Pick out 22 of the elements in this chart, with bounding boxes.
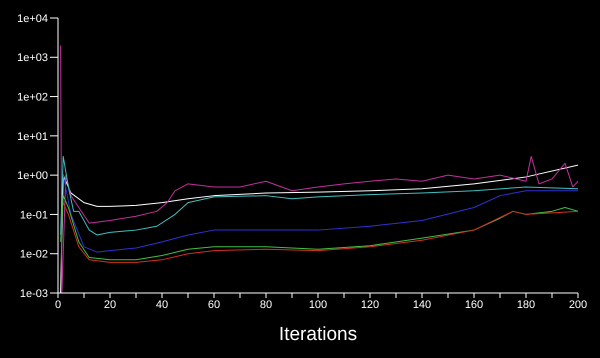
y-tick-label: 1e+03: [17, 52, 48, 64]
x-tick-label: 120: [360, 298, 380, 311]
x-tick-label: 20: [104, 298, 116, 311]
x-tick-label: 80: [260, 298, 272, 311]
y-tick-label: 1e+01: [17, 130, 48, 143]
x-tick-label: 140: [412, 298, 432, 311]
x-tick-label: 100: [308, 298, 328, 311]
y-tick-label: 1e-01: [20, 209, 48, 222]
x-tick-label: 0: [54, 298, 62, 311]
x-axis-title: Iterations: [278, 324, 358, 345]
x-tick-label: 40: [156, 298, 168, 311]
x-tick-label: 180: [516, 298, 536, 311]
y-tick-label: 1e-03: [20, 288, 48, 300]
y-tick-label: 1e+00: [17, 170, 48, 182]
x-tick-label: 160: [464, 298, 484, 311]
y-tick-label: 1e+04: [17, 12, 48, 25]
line-series: [62, 174, 578, 253]
y-tick-label: 1e-02: [20, 248, 48, 261]
x-tick-label: 60: [208, 298, 220, 311]
x-tick-label: 200: [568, 298, 588, 311]
y-tick-label: 1e+02: [17, 91, 48, 104]
line-series: [60, 156, 578, 236]
